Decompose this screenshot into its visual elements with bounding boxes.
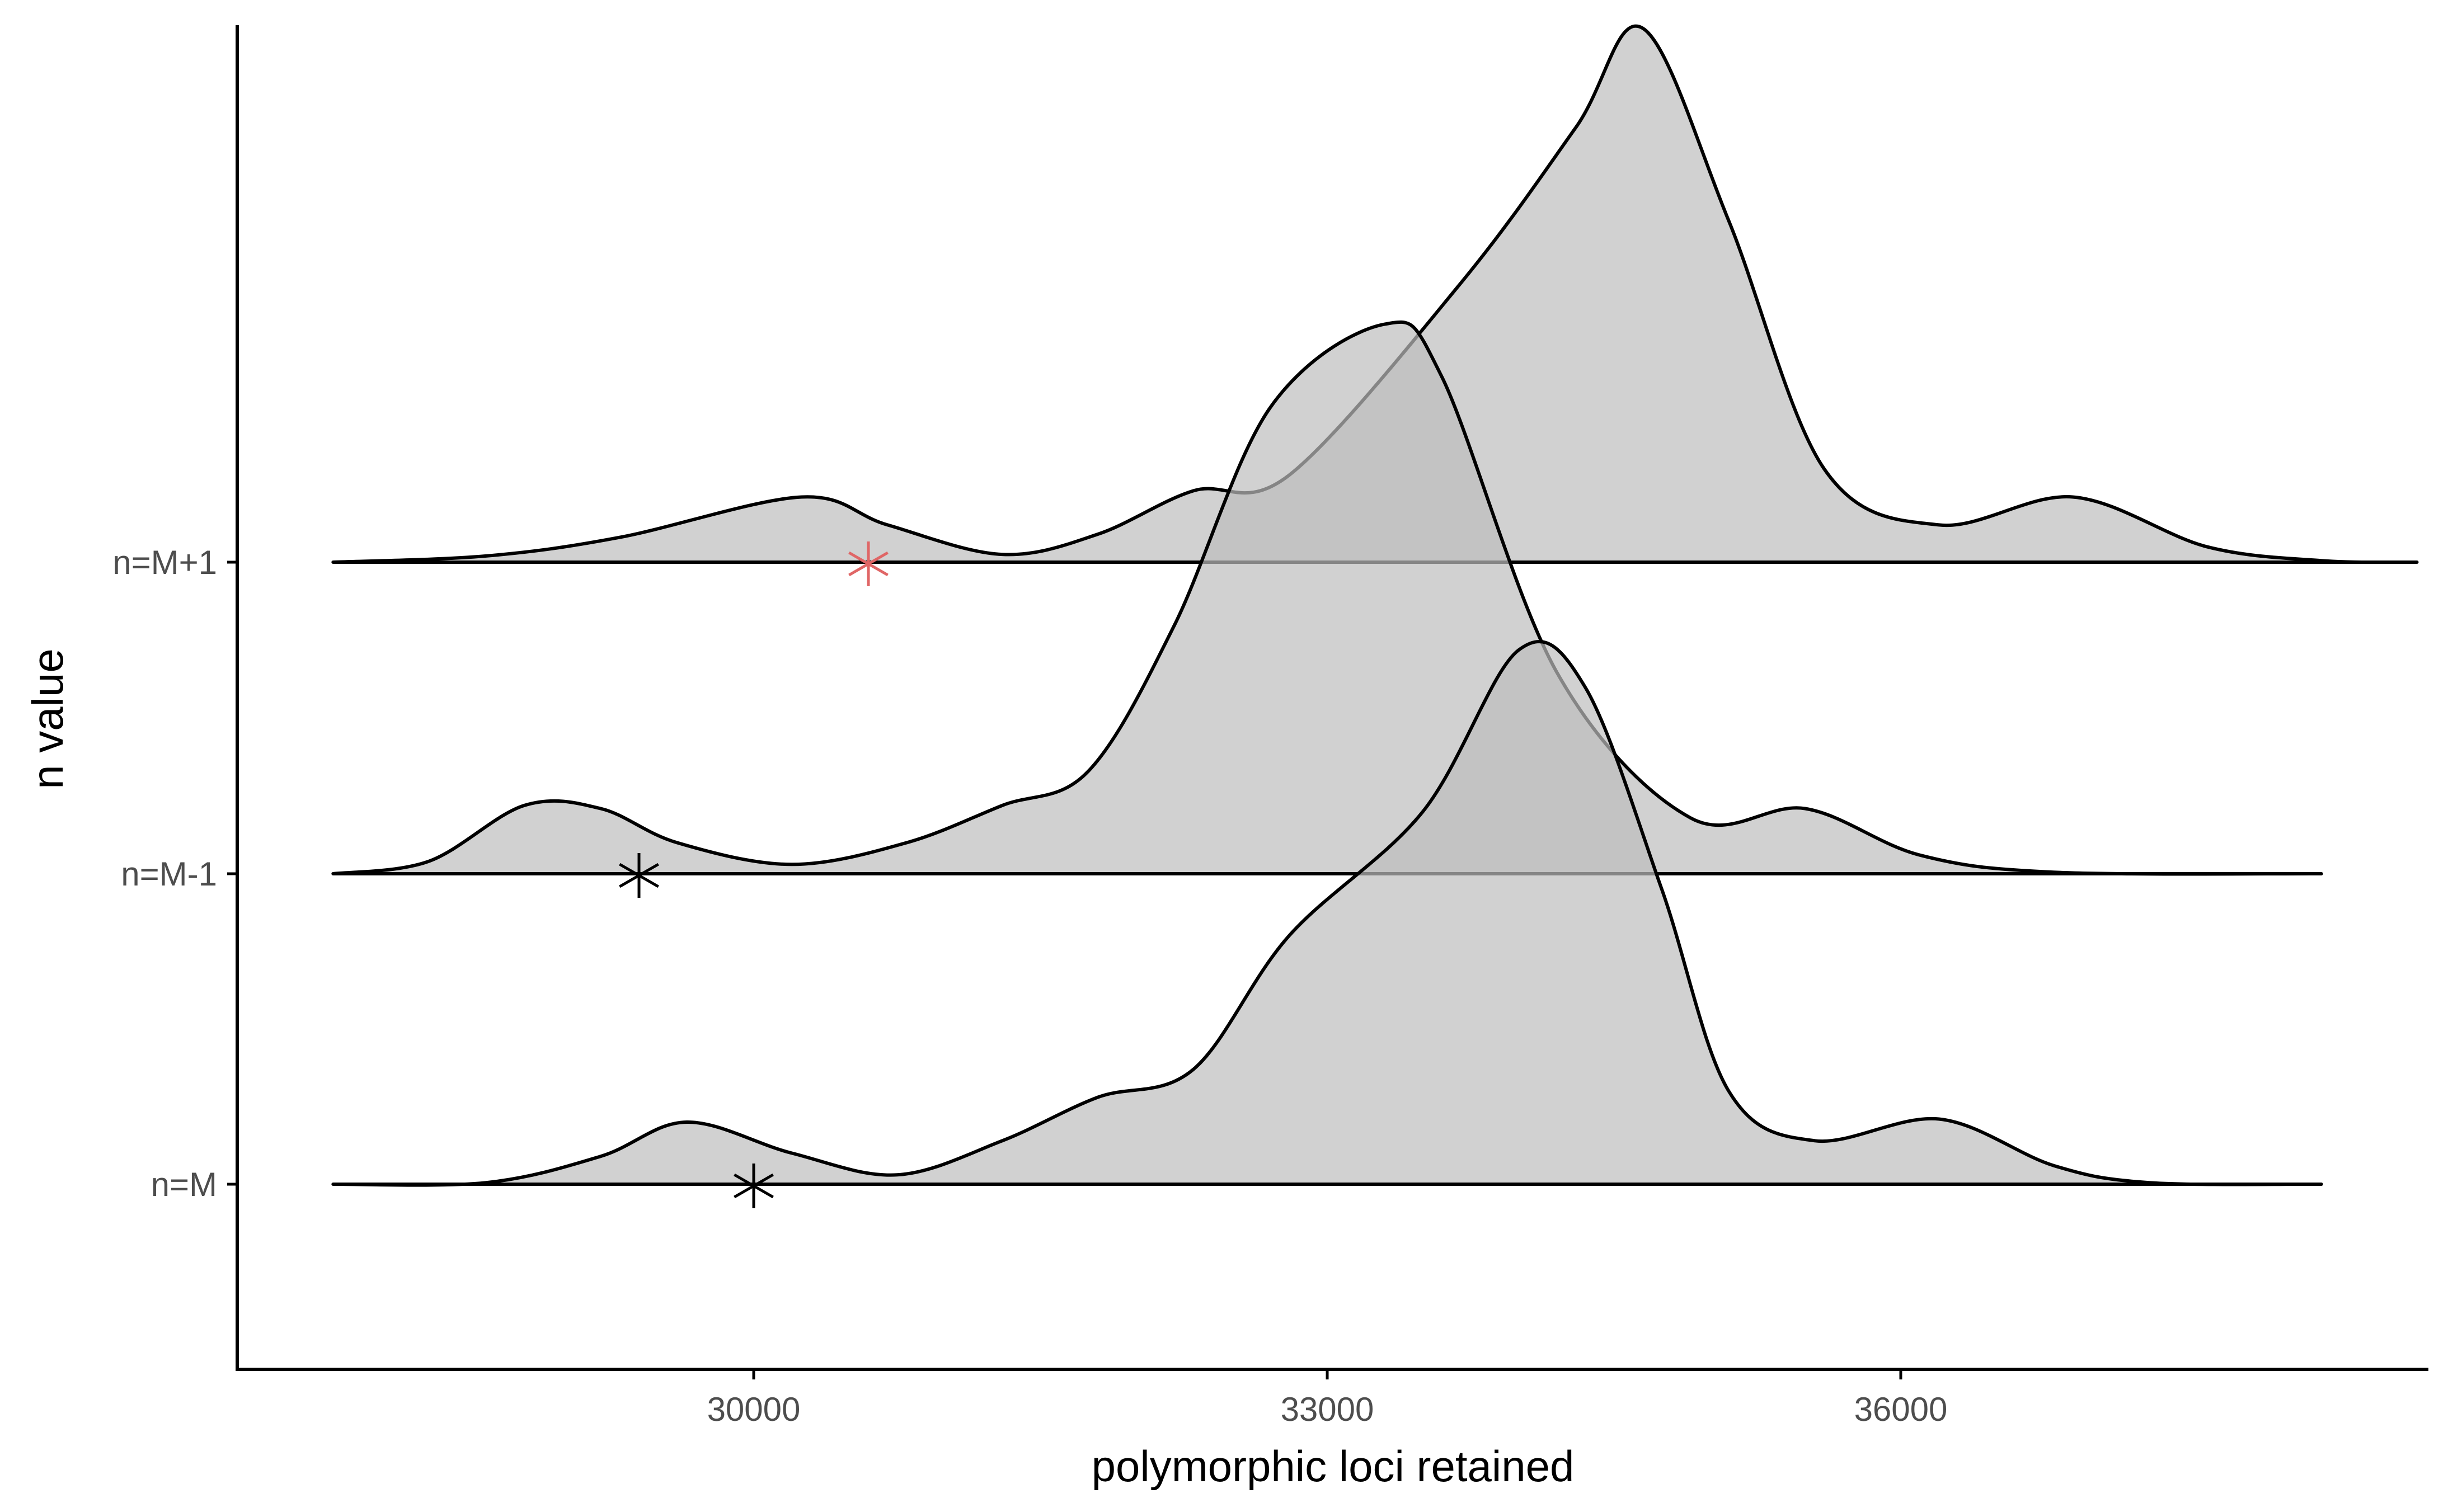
ridge-n-m-1 <box>331 320 2323 876</box>
observed-marker-n-m-1 <box>848 541 889 586</box>
y-tick-label: n=M+1 <box>112 544 217 581</box>
density-ridges <box>331 24 2419 1187</box>
y-tick-label: n=M <box>151 1166 217 1203</box>
x-tick-label: 36000 <box>1854 1391 1948 1428</box>
y-axis-title: n value <box>23 648 72 789</box>
observed-markers <box>619 541 889 1208</box>
x-axis-title: polymorphic loci retained <box>1092 1442 1575 1491</box>
x-tick-label: 33000 <box>1281 1391 1374 1428</box>
x-axis-ticks: 30000 33000 36000 <box>707 1369 1948 1428</box>
observed-marker-n-m-1 <box>619 853 659 898</box>
y-axis-ticks: n=M n=M-1 n=M+1 <box>112 544 237 1203</box>
y-tick-label: n=M-1 <box>121 855 217 893</box>
x-tick-label: 30000 <box>707 1391 801 1428</box>
observed-marker-n-m <box>734 1164 774 1208</box>
ridge-n-m <box>331 639 2323 1187</box>
